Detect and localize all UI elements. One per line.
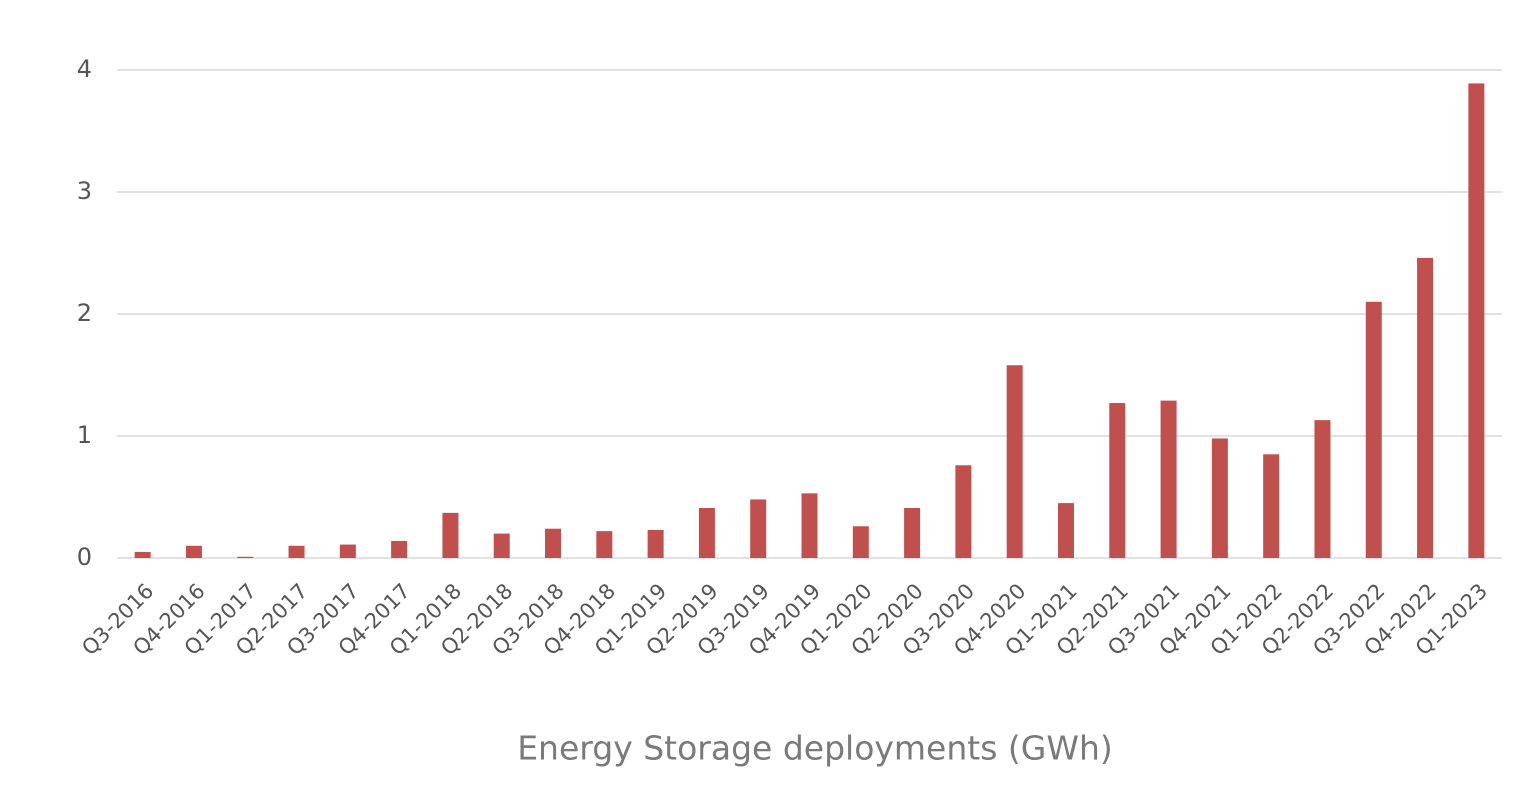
bar: [904, 507, 921, 558]
bar: [288, 545, 305, 558]
bar: [1314, 420, 1331, 558]
bar: [237, 556, 254, 558]
y-tick-label: 1: [77, 421, 92, 449]
bar: [1365, 301, 1382, 558]
bar: [391, 540, 408, 558]
bar: [1211, 438, 1228, 558]
bar: [1109, 403, 1126, 558]
bar: [955, 465, 972, 558]
bar: [852, 526, 869, 558]
bar: [698, 507, 715, 558]
bar: [185, 545, 202, 558]
y-tick-label: 3: [77, 177, 92, 205]
bar: [1417, 257, 1434, 558]
y-tick-label: 4: [77, 55, 92, 83]
bar: [1057, 503, 1074, 558]
y-tick-label: 0: [77, 543, 92, 571]
bar: [647, 529, 664, 558]
bar: [1160, 400, 1177, 558]
bar: [493, 533, 510, 558]
bar: [596, 531, 613, 558]
bar: [442, 512, 459, 558]
bar: [1263, 454, 1280, 558]
bar: [801, 493, 818, 558]
bar: [1468, 83, 1485, 559]
bar: [339, 544, 356, 558]
y-tick-label: 2: [77, 299, 92, 327]
bar: [134, 551, 151, 558]
bar: [1006, 365, 1023, 558]
bar: [545, 528, 562, 558]
chart-title: Energy Storage deployments (GWh): [517, 729, 1113, 768]
bar: [750, 499, 767, 558]
